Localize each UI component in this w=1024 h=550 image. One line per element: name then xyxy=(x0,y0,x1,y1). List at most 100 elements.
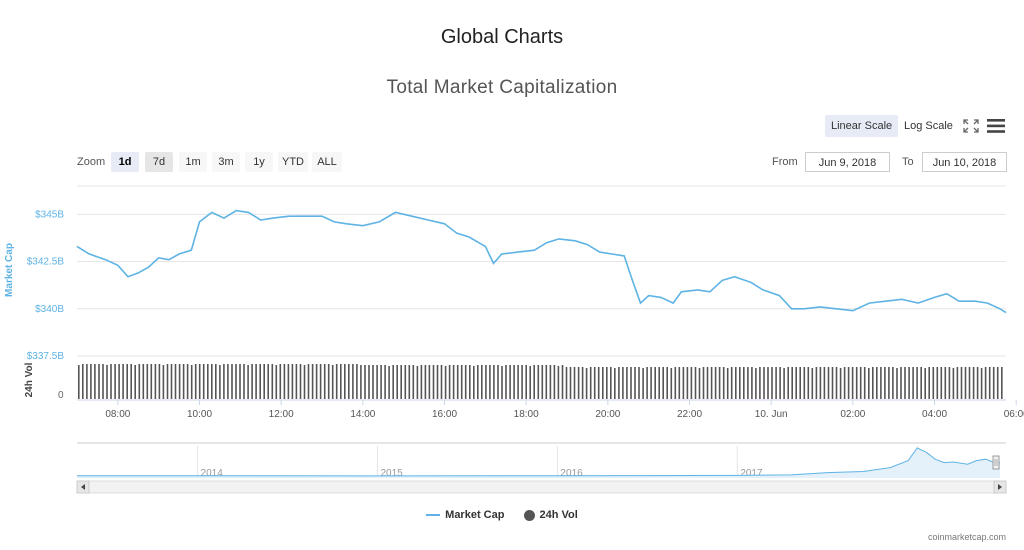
volume-bar xyxy=(585,368,588,399)
volume-bar xyxy=(799,367,801,399)
volume-bar xyxy=(747,367,749,399)
volume-bar xyxy=(473,366,475,399)
volume-bar xyxy=(493,365,495,399)
volume-bar xyxy=(984,367,987,399)
volume-bar xyxy=(900,367,902,399)
volume-bar xyxy=(827,367,830,399)
linear-scale-button[interactable]: Linear Scale xyxy=(825,115,899,137)
volume-bar xyxy=(602,367,604,399)
volume-bar xyxy=(380,365,382,399)
to-date-input[interactable]: Jun 10, 2018 xyxy=(922,152,1007,172)
volume-bar xyxy=(114,364,116,399)
volume-bar xyxy=(158,364,161,399)
volume-bar xyxy=(227,364,229,399)
zoom-button-ytd[interactable]: YTD xyxy=(278,152,308,172)
volume-bar xyxy=(759,367,761,399)
from-date-input[interactable]: Jun 9, 2018 xyxy=(805,152,890,172)
volume-bar xyxy=(150,364,153,399)
volume-bar xyxy=(755,368,757,399)
navigator-year-label: 2017 xyxy=(740,468,763,479)
volume-bar xyxy=(267,364,269,399)
volume-bar xyxy=(610,367,612,399)
volume-bar xyxy=(134,365,136,399)
volume-bar xyxy=(851,367,854,399)
volume-bar xyxy=(537,365,540,399)
volume-bar xyxy=(678,367,681,399)
volume-bar xyxy=(581,367,584,399)
volume-bar xyxy=(315,364,318,399)
volume-bar xyxy=(706,367,709,399)
x-tick-label: 10. Jun xyxy=(755,409,788,420)
zoom-button-1y[interactable]: 1y xyxy=(245,152,273,172)
zoom-button-3m[interactable]: 3m xyxy=(212,152,240,172)
volume-bar xyxy=(299,364,302,399)
navigator[interactable]: 20142015201620172018 xyxy=(77,442,1006,479)
volume-bar xyxy=(126,364,128,399)
volume-bar xyxy=(368,365,370,399)
volume-bar xyxy=(255,364,257,399)
volume-bar xyxy=(178,364,181,399)
to-label: To xyxy=(902,156,914,168)
vol-axis-zero: 0 xyxy=(58,390,64,401)
menu-icon[interactable] xyxy=(987,119,1005,133)
y-tick-label: $337.5B xyxy=(27,351,65,362)
volume-bar xyxy=(726,368,729,399)
legend-line-icon xyxy=(426,514,441,517)
volume-bar xyxy=(279,364,282,399)
volume-bar xyxy=(634,367,636,399)
volume-bar xyxy=(287,364,290,399)
volume-bar xyxy=(952,368,955,399)
volume-bar xyxy=(428,365,431,399)
volume-bar xyxy=(396,365,398,399)
volume-bar xyxy=(577,367,580,399)
log-scale-button[interactable]: Log Scale xyxy=(904,120,953,132)
volume-bar xyxy=(307,364,310,399)
volume-bar xyxy=(839,368,842,399)
volume-bar xyxy=(509,365,511,399)
volume-bar xyxy=(795,367,797,399)
volume-bar xyxy=(452,365,455,399)
x-tick-label: 14:00 xyxy=(350,409,375,420)
volume-bar xyxy=(642,368,644,399)
volume-bar xyxy=(835,367,838,399)
volume-bar xyxy=(90,364,92,399)
volume-bar xyxy=(823,367,826,399)
volume-bar xyxy=(420,365,423,399)
zoom-button-1m[interactable]: 1m xyxy=(179,152,207,172)
legend-item-market-cap[interactable]: Market Cap xyxy=(426,509,504,521)
volume-bar xyxy=(904,367,906,399)
volume-bar xyxy=(553,365,556,399)
volume-bar xyxy=(162,365,165,399)
volume-bar xyxy=(763,367,765,399)
volume-bar xyxy=(166,364,169,399)
volume-bar xyxy=(710,367,713,399)
legend: Market Cap 24h Vol xyxy=(0,509,1004,521)
volume-bar xyxy=(485,365,487,399)
volume-bar xyxy=(521,365,523,399)
zoom-button-7d[interactable]: 7d xyxy=(145,152,173,172)
chart-title: Total Market Capitalization xyxy=(386,77,618,98)
y-tick-label: $340B xyxy=(35,304,64,315)
fullscreen-icon[interactable] xyxy=(962,118,980,134)
volume-bar xyxy=(513,365,515,399)
volume-bar xyxy=(694,367,697,399)
navigator-handle[interactable] xyxy=(992,455,1000,470)
volume-bar xyxy=(622,367,624,399)
volume-bar xyxy=(456,365,459,399)
volume-bar xyxy=(348,364,350,399)
volume-bar xyxy=(464,365,467,399)
volume-bar xyxy=(916,367,918,399)
volume-bar xyxy=(102,364,104,399)
vol-axis-label: 24h Vol xyxy=(24,362,35,397)
volume-bar xyxy=(384,365,386,399)
volume-bar xyxy=(650,367,652,399)
volume-bar xyxy=(924,368,926,399)
volume-bar xyxy=(356,364,358,399)
navigator-scrollbar[interactable] xyxy=(76,480,1007,494)
volume-bar xyxy=(295,364,298,399)
zoom-button-1d[interactable]: 1d xyxy=(111,152,139,172)
volume-bar xyxy=(469,365,471,399)
volume-bar xyxy=(722,367,725,399)
legend-item-24h-vol[interactable]: 24h Vol xyxy=(523,509,578,521)
zoom-button-all[interactable]: ALL xyxy=(312,152,342,172)
